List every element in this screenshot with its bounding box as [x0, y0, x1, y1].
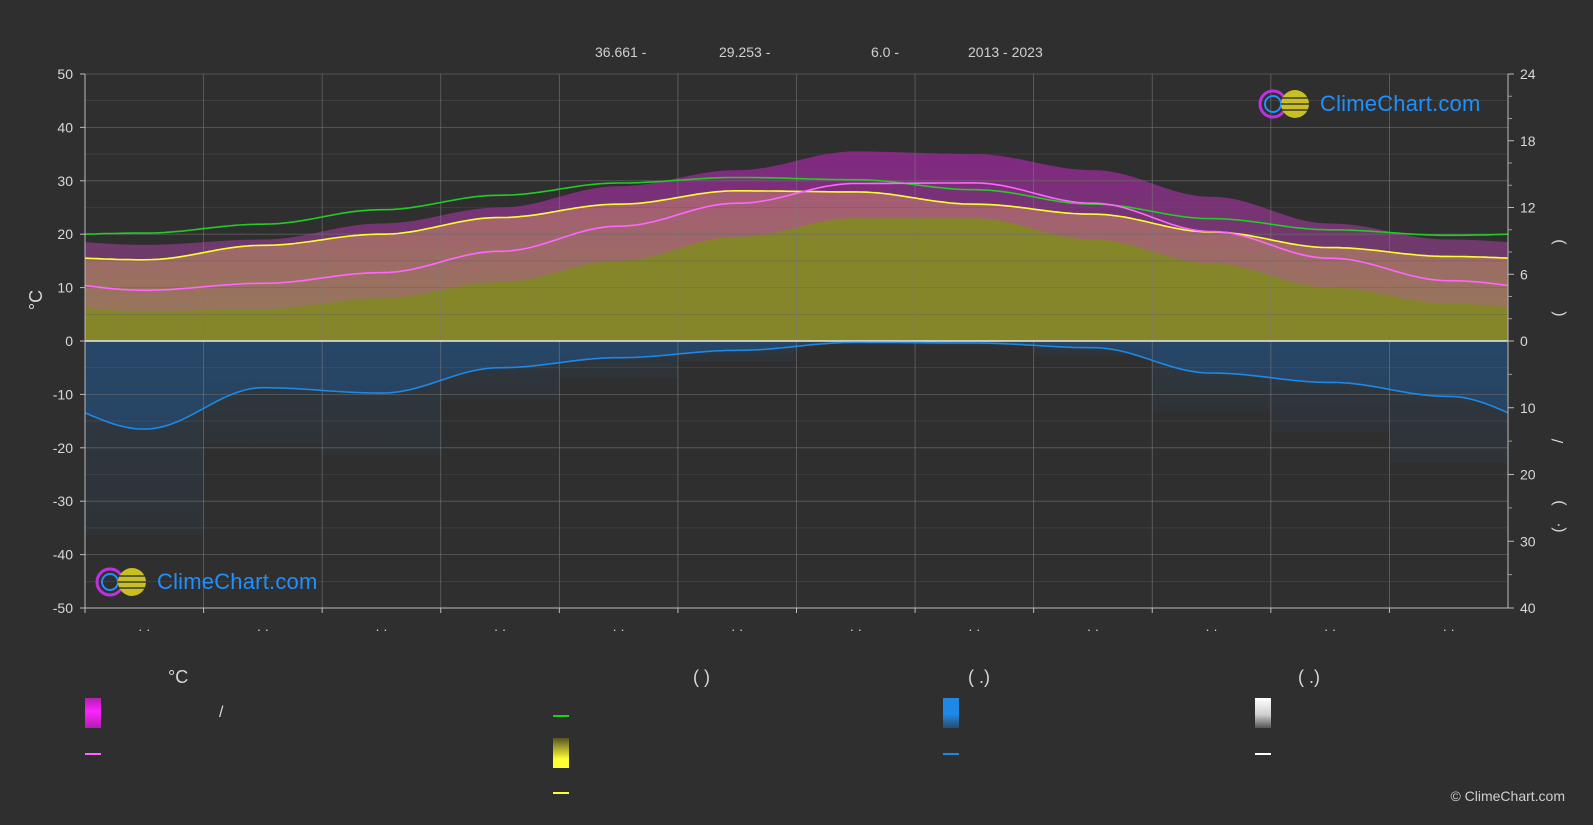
left-tick-label: -30 — [53, 493, 73, 509]
header-latitude: 36.661 - — [595, 44, 647, 60]
month-label: · · — [494, 622, 506, 637]
legend-snow-title: ( .) — [1298, 667, 1320, 687]
legend-temp-range-swatch — [85, 698, 101, 728]
month-label: · · — [257, 622, 269, 637]
month-label: · · — [731, 622, 743, 637]
right-top-tick-label: 12 — [1520, 200, 1536, 216]
legend-avg-temp-line — [85, 753, 101, 755]
left-tick-label: -20 — [53, 440, 73, 456]
watermark-text: ClimeChart.com — [1320, 91, 1481, 116]
rain-month-column — [85, 341, 204, 535]
legend-slash: / — [219, 704, 224, 721]
legend-daylight-line — [553, 715, 569, 717]
copyright: © ClimeChart.com — [1450, 788, 1565, 804]
axes-layer: 50 40 30 20 10 0 -10 -20 -30 -40 -50 °C 24 18 12 6 0 10 20… — [26, 66, 1567, 637]
left-tick-label: -50 — [53, 600, 73, 616]
rain-month-column — [203, 341, 323, 444]
left-tick-label: -40 — [53, 547, 73, 563]
month-label: · · — [1087, 622, 1099, 637]
left-axis-label: °C — [26, 290, 46, 310]
grid-layer — [84, 73, 1509, 609]
watermark-bottom: ClimeChart.com — [95, 566, 318, 598]
climechart-logo-icon — [1258, 89, 1309, 119]
right-bottom-tick-label: 40 — [1520, 600, 1536, 616]
legend-snow-line — [1255, 753, 1271, 755]
month-label: · · — [968, 622, 980, 637]
right-bottom-axis-label: ) — [1550, 500, 1567, 505]
left-tick-label: 50 — [57, 66, 73, 82]
left-tick-label: 0 — [65, 333, 73, 349]
right-top-tick-label: 18 — [1520, 133, 1536, 149]
rain-month-column — [440, 341, 560, 400]
right-bottom-axis-label: / — [1550, 438, 1567, 443]
right-bottom-tick-label: 20 — [1520, 467, 1536, 483]
right-top-axis-label: ) — [1550, 239, 1567, 244]
series-layer — [84, 176, 1509, 430]
header-elevation: 6.0 - — [871, 44, 900, 60]
right-bottom-axis-label: ( — [1550, 527, 1567, 533]
legend-sun-title: ( ) — [693, 667, 710, 687]
legend-rain-title: ( .) — [968, 667, 990, 687]
month-label: · · — [612, 622, 624, 637]
month-label: · · — [1443, 622, 1455, 637]
right-bottom-tick-label: 30 — [1520, 533, 1536, 549]
month-label: · · — [850, 622, 862, 637]
right-bottom-axis-label: · — [1550, 522, 1567, 527]
month-label: · · — [138, 622, 150, 637]
legend-sunshine-line — [553, 792, 569, 794]
right-top-tick-label: 24 — [1520, 66, 1536, 82]
legend-temperature-title: °C — [168, 667, 189, 687]
month-label: · · — [375, 622, 387, 637]
right-top-tick-label: 6 — [1520, 266, 1528, 282]
rain-month-column — [677, 341, 797, 362]
rain-month-column — [1389, 341, 1508, 463]
right-bottom-tick-label: 10 — [1520, 400, 1536, 416]
month-label: · · — [1324, 622, 1336, 637]
watermark-top: ClimeChart.com — [1258, 88, 1481, 120]
header-longitude: 29.253 - — [719, 44, 771, 60]
watermark-text: ClimeChart.com — [157, 569, 318, 594]
right-top-axis-label: ( — [1550, 311, 1567, 317]
left-tick-label: -10 — [53, 386, 73, 402]
legend-sunshine-swatch — [553, 738, 569, 768]
right-top-tick-label: 0 — [1520, 333, 1528, 349]
legend-snow-swatch — [1255, 698, 1271, 728]
header-period: 2013 - 2023 — [968, 44, 1043, 60]
left-tick-label: 20 — [57, 226, 73, 242]
climechart-logo-icon — [95, 567, 146, 597]
legend-rain-swatch — [943, 698, 959, 728]
left-tick-label: 40 — [57, 119, 73, 135]
sunshine-line — [84, 190, 1509, 261]
left-tick-label: 10 — [57, 280, 73, 296]
rain-line — [84, 341, 1509, 430]
month-label: · · — [1205, 622, 1217, 637]
rain-month-column — [1152, 341, 1271, 412]
rain-month-column — [322, 341, 441, 456]
daylight-line — [84, 176, 1509, 237]
avg-temp-line — [84, 182, 1509, 292]
left-tick-label: 30 — [57, 173, 73, 189]
legend-rain-line — [943, 753, 959, 755]
rain-month-column — [559, 341, 678, 378]
